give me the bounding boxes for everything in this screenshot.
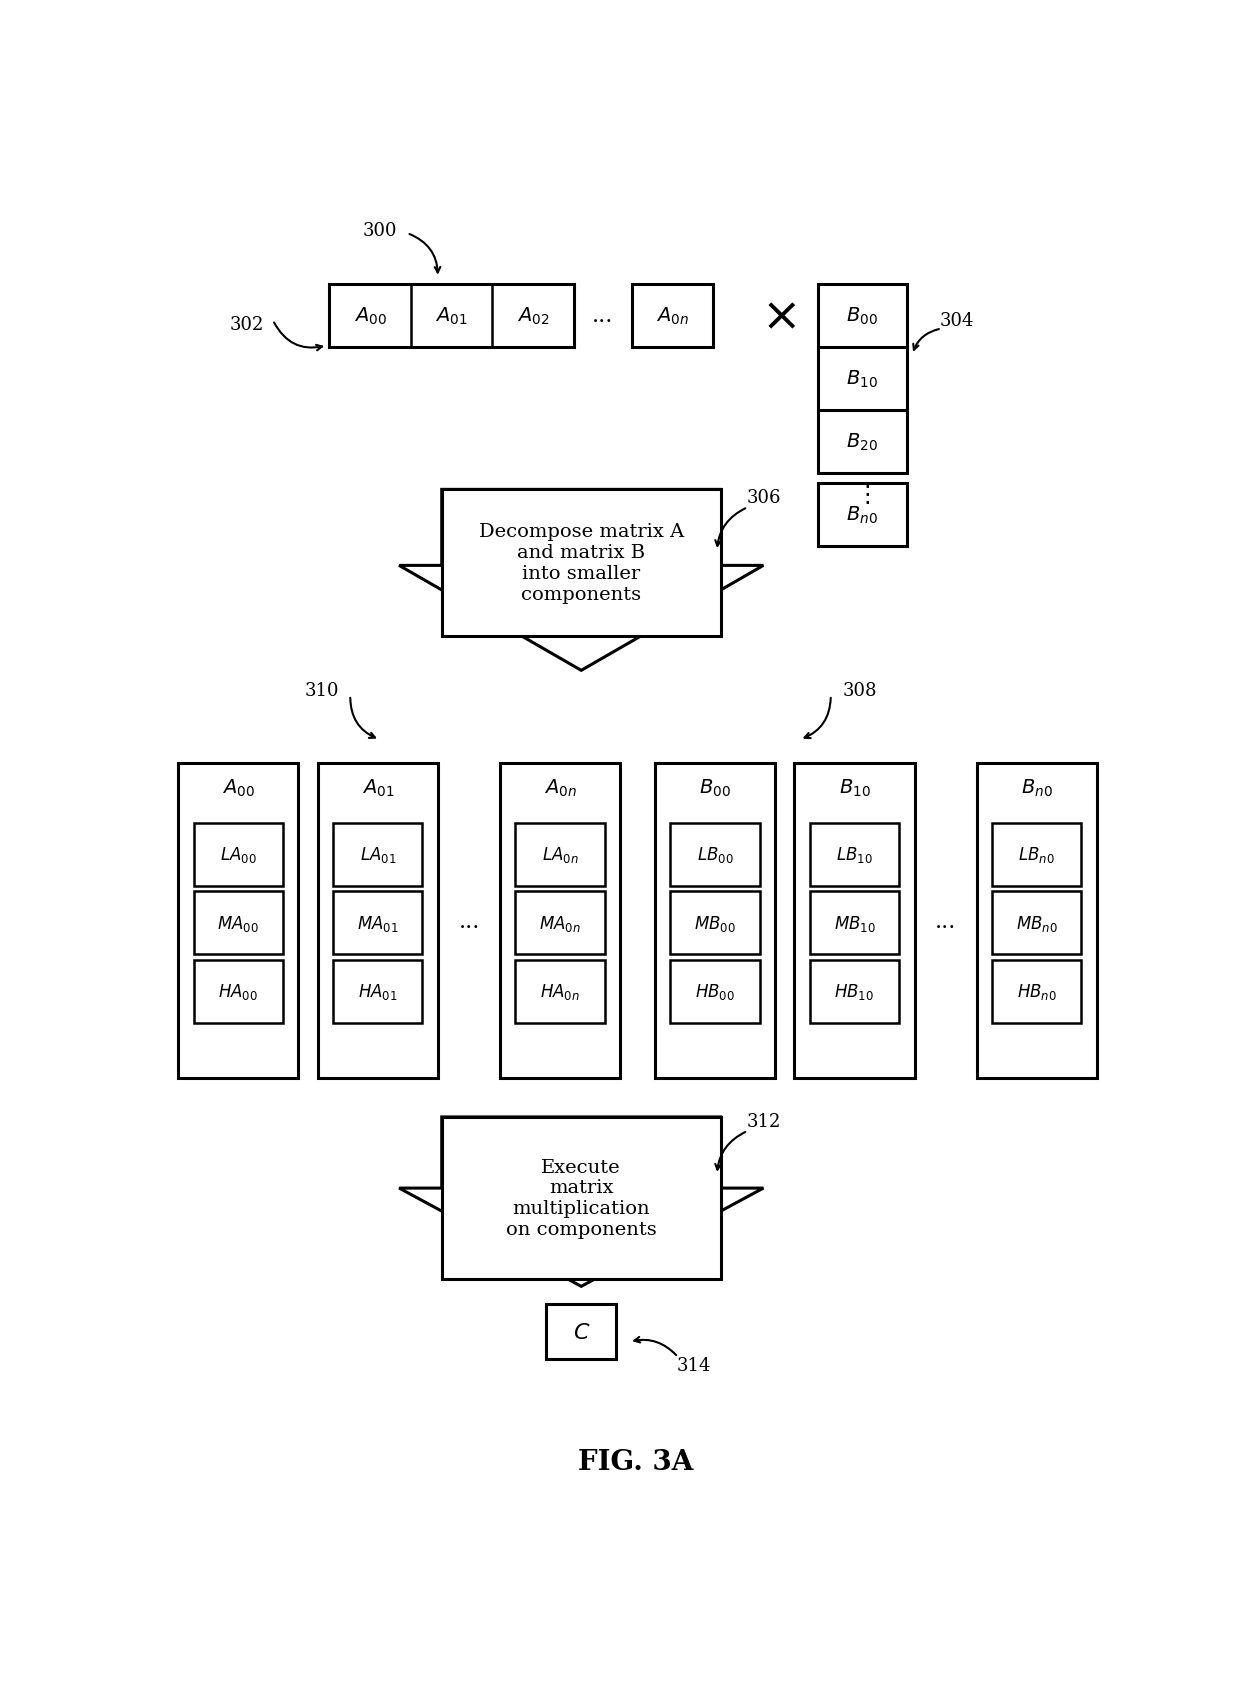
Bar xyxy=(193,892,283,955)
Text: $LA_{00}$: $LA_{00}$ xyxy=(219,846,257,864)
Bar xyxy=(516,824,605,887)
Bar xyxy=(500,764,620,1079)
Bar xyxy=(334,824,423,887)
Bar xyxy=(671,824,759,887)
Polygon shape xyxy=(399,1117,764,1287)
Bar xyxy=(992,892,1081,955)
Text: 308: 308 xyxy=(843,682,878,699)
Text: $A_{01}$: $A_{01}$ xyxy=(362,777,394,798)
Text: $LA_{01}$: $LA_{01}$ xyxy=(360,846,396,864)
Bar xyxy=(992,824,1081,887)
Text: $LB_{n0}$: $LB_{n0}$ xyxy=(1018,846,1055,864)
Bar xyxy=(193,824,283,887)
Text: 310: 310 xyxy=(304,682,339,699)
Text: $\vdots$: $\vdots$ xyxy=(854,484,869,506)
Bar xyxy=(330,285,573,348)
Text: ...: ... xyxy=(459,910,480,933)
Text: $\times$: $\times$ xyxy=(761,293,796,339)
Text: $HA_{00}$: $HA_{00}$ xyxy=(218,982,258,1003)
Text: $HB_{10}$: $HB_{10}$ xyxy=(835,982,874,1003)
Text: 314: 314 xyxy=(677,1355,711,1374)
Bar xyxy=(193,960,283,1023)
Text: $LA_{0n}$: $LA_{0n}$ xyxy=(542,846,578,864)
Bar xyxy=(810,824,899,887)
Text: $LB_{00}$: $LB_{00}$ xyxy=(697,846,733,864)
Text: FIG. 3A: FIG. 3A xyxy=(578,1449,693,1475)
Text: 312: 312 xyxy=(746,1112,780,1130)
Bar xyxy=(671,892,759,955)
Bar xyxy=(631,285,713,348)
Text: $MA_{00}$: $MA_{00}$ xyxy=(217,914,259,933)
Text: $A_{0n}$: $A_{0n}$ xyxy=(656,305,688,327)
Text: $A_{02}$: $A_{02}$ xyxy=(517,305,549,327)
Bar xyxy=(795,764,915,1079)
Text: $MA_{0n}$: $MA_{0n}$ xyxy=(539,914,580,933)
Text: $B_{10}$: $B_{10}$ xyxy=(846,368,878,390)
Bar xyxy=(810,892,899,955)
Text: $A_{00}$: $A_{00}$ xyxy=(222,777,254,798)
Text: Decompose matrix A
and matrix B
into smaller
components: Decompose matrix A and matrix B into sma… xyxy=(479,523,684,604)
Bar xyxy=(992,960,1081,1023)
Text: Execute
matrix
multiplication
on components: Execute matrix multiplication on compone… xyxy=(506,1158,657,1238)
Text: $A_{0n}$: $A_{0n}$ xyxy=(543,777,577,798)
Text: $B_{00}$: $B_{00}$ xyxy=(846,305,878,327)
Text: $B_{20}$: $B_{20}$ xyxy=(846,431,878,454)
Bar xyxy=(516,892,605,955)
Polygon shape xyxy=(399,489,764,672)
Text: $B_{n0}$: $B_{n0}$ xyxy=(846,505,878,527)
Text: 304: 304 xyxy=(940,312,975,329)
Text: $MB_{n0}$: $MB_{n0}$ xyxy=(1016,914,1058,933)
Bar xyxy=(817,484,906,547)
Bar xyxy=(977,764,1096,1079)
Text: 300: 300 xyxy=(362,222,397,240)
Bar xyxy=(671,960,759,1023)
Text: $A_{00}$: $A_{00}$ xyxy=(353,305,387,327)
Bar xyxy=(655,764,775,1079)
Bar xyxy=(810,960,899,1023)
Bar xyxy=(334,960,423,1023)
Bar xyxy=(441,489,720,636)
Text: $MB_{00}$: $MB_{00}$ xyxy=(694,914,735,933)
Text: 302: 302 xyxy=(229,315,264,334)
Text: $LB_{10}$: $LB_{10}$ xyxy=(836,846,873,864)
Text: $C$: $C$ xyxy=(573,1321,590,1344)
Text: $HB_{n0}$: $HB_{n0}$ xyxy=(1017,982,1056,1003)
Text: $MB_{10}$: $MB_{10}$ xyxy=(833,914,875,933)
Text: ...: ... xyxy=(593,305,614,327)
Text: $B_{10}$: $B_{10}$ xyxy=(838,777,870,798)
Text: $HB_{00}$: $HB_{00}$ xyxy=(694,982,735,1003)
Text: $HA_{0n}$: $HA_{0n}$ xyxy=(539,982,580,1003)
Text: $HA_{01}$: $HA_{01}$ xyxy=(358,982,398,1003)
Bar xyxy=(179,764,299,1079)
Text: 306: 306 xyxy=(746,489,781,506)
Bar xyxy=(817,285,906,474)
Bar xyxy=(547,1304,616,1359)
Bar xyxy=(317,764,438,1079)
Text: ...: ... xyxy=(935,910,956,933)
Text: $A_{01}$: $A_{01}$ xyxy=(435,305,467,327)
Bar xyxy=(334,892,423,955)
Text: $MA_{01}$: $MA_{01}$ xyxy=(357,914,398,933)
Bar xyxy=(441,1117,720,1279)
Bar xyxy=(516,960,605,1023)
Text: $B_{00}$: $B_{00}$ xyxy=(699,777,730,798)
Text: $B_{n0}$: $B_{n0}$ xyxy=(1021,777,1053,798)
